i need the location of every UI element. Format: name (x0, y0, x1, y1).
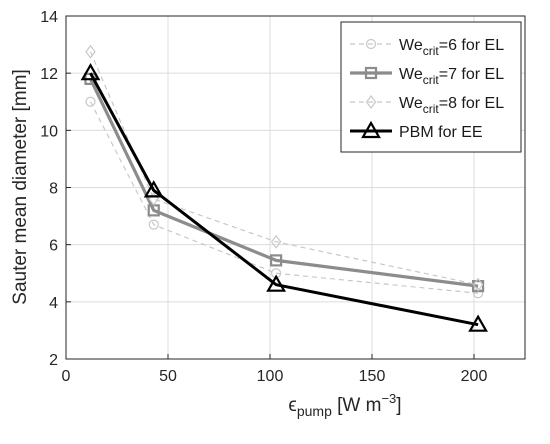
data-point (148, 219, 159, 230)
legend-label-main: We (399, 37, 423, 54)
x-tick-label: 50 (159, 368, 177, 385)
y-tick-label: 2 (49, 352, 58, 369)
legend-label: Wecrit=6 for EL (399, 37, 504, 58)
legend-swatch-marker (365, 38, 377, 50)
y-tick-label: 14 (40, 9, 58, 26)
series-1 (85, 96, 484, 299)
data-point (270, 234, 282, 249)
x-axis-label-units: [W m (332, 395, 382, 416)
data-point (472, 277, 484, 292)
ticks: 0 50 100 150 200 2 4 6 8 10 12 14 (40, 9, 487, 385)
legend-label-suffix: =8 for EL (439, 95, 504, 112)
series-1-line (89, 101, 479, 294)
series-4 (80, 62, 488, 332)
legend-label-suffix: =6 for EL (439, 37, 504, 54)
series-group (80, 44, 488, 332)
legend-label: Wecrit=7 for EL (399, 66, 504, 87)
x-axis-label-subscript: pump (297, 403, 332, 419)
legend-swatch-marker (364, 66, 378, 80)
legend-label: PBM for EE (399, 124, 483, 141)
y-tick-label: 4 (49, 295, 58, 312)
data-point (80, 62, 101, 81)
legend-entry: Wecrit=6 for EL (350, 37, 504, 58)
legend-entry: PBM for EE (350, 120, 483, 141)
x-axis-label-symbol: ϵ (288, 395, 296, 416)
data-point (143, 180, 164, 198)
series-4-line (89, 72, 479, 327)
y-tick-label: 10 (40, 123, 58, 140)
legend-label-subscript: crit (423, 73, 440, 87)
data-point (270, 254, 283, 267)
x-axis-label-close: ] (396, 395, 401, 416)
legend-label-main: We (399, 95, 423, 112)
legend-label-subscript: crit (423, 44, 440, 58)
x-axis-label: ϵpump [W m−3] (288, 391, 401, 419)
legend-entry: Wecrit=8 for EL (350, 95, 504, 116)
legend-label-main: We (399, 66, 423, 83)
x-tick-label: 150 (359, 368, 386, 385)
legend-label-subscript: crit (423, 102, 440, 116)
data-point (468, 314, 488, 332)
series-3-line (89, 51, 479, 286)
data-point (85, 96, 96, 107)
x-tick-label: 0 (62, 368, 71, 385)
legend-swatch-marker (365, 95, 377, 109)
series-2-line (89, 78, 479, 288)
data-point (266, 274, 287, 292)
legend-swatch-marker (361, 120, 381, 139)
y-axis-label: Sauter mean diameter [mm] (10, 69, 31, 304)
legend-label-main: PBM for EE (399, 124, 483, 141)
data-point (472, 288, 484, 299)
legend-label: Wecrit=8 for EL (399, 95, 504, 116)
data-point (85, 44, 96, 59)
y-tick-label: 12 (40, 66, 58, 83)
legend-label-suffix: =7 for EL (439, 66, 504, 83)
x-axis-label-superscript: −3 (381, 391, 396, 406)
y-tick-label: 8 (49, 181, 58, 198)
legend-entry: Wecrit=7 for EL (350, 66, 504, 87)
x-tick-label: 100 (257, 368, 284, 385)
x-tick-label: 200 (461, 368, 488, 385)
y-tick-label: 6 (49, 238, 58, 255)
